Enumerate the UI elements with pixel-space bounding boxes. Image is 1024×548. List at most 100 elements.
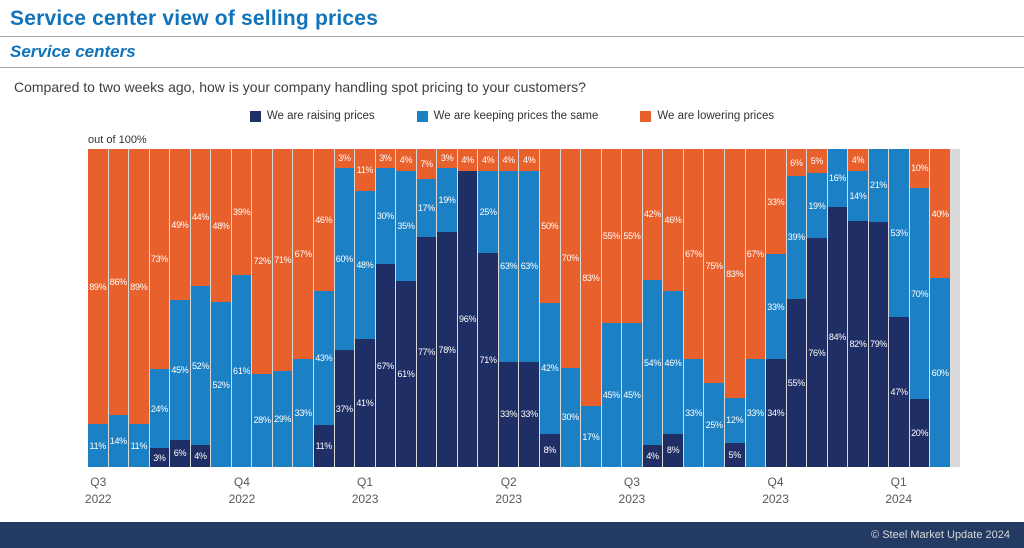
stacked-bar[interactable]: 29% 71% [272,149,293,467]
stacked-bar[interactable]: 11% 89% [129,149,149,467]
bar-segment[interactable]: 60% [930,278,950,467]
bar-segment[interactable]: 30% [375,167,396,265]
bar-segment[interactable]: 46% [663,291,683,434]
stacked-bar[interactable]: 4% 54% 42% [642,149,663,467]
bar-segment[interactable]: 61% [231,275,252,467]
bar-segment[interactable]: 33% [745,358,766,467]
bar-segment[interactable]: 83% [581,149,601,407]
stacked-bar[interactable]: 84% 16% [827,149,848,467]
stacked-bar[interactable]: 14% 86% [108,149,129,467]
bar-segment[interactable]: 4% [457,149,478,171]
bar-segment[interactable]: 35% [396,170,416,282]
bar-segment[interactable]: 34% [766,359,786,467]
stacked-bar[interactable]: 79% 21% [868,149,889,467]
stacked-bar[interactable]: 11% 89% [88,149,108,467]
stacked-bar[interactable]: 6% 45% 49% [170,149,190,467]
bar-segment[interactable]: 70% [909,187,930,400]
bar-segment[interactable]: 4% [642,445,663,467]
bar-segment[interactable]: 76% [807,238,827,467]
bar-segment[interactable]: 33% [293,358,314,467]
bar-segment[interactable]: 4% [190,445,211,467]
bar-segment[interactable]: 96% [457,170,478,467]
bar-segment[interactable]: 6% [170,439,190,467]
stacked-bar[interactable]: 4% 52% 44% [190,149,211,467]
bar-segment[interactable]: 79% [868,221,889,467]
stacked-bar[interactable]: 28% 72% [252,149,272,467]
stacked-bar[interactable]: 45% 55% [622,149,642,467]
bar-segment[interactable]: 11% [88,424,108,467]
stacked-bar[interactable]: 61% 35% 4% [396,149,416,467]
bar-segment[interactable]: 8% [663,433,683,467]
bar-segment[interactable]: 48% [355,190,375,339]
stacked-bar[interactable]: 33% 63% 4% [498,149,519,467]
bar-segment[interactable]: 14% [108,415,129,467]
legend-item[interactable]: We are lowering prices [640,110,774,122]
bar-segment[interactable]: 61% [396,281,416,467]
bar-segment[interactable]: 70% [560,149,581,368]
stacked-bar[interactable]: 33% 67% [683,149,704,467]
bar-segment[interactable]: 71% [478,252,498,467]
bar-segment[interactable]: 50% [540,149,560,303]
bar-segment[interactable]: 67% [375,264,396,467]
bar-segment[interactable]: 84% [827,206,848,467]
stacked-bar[interactable]: 33% 67% [293,149,314,467]
bar-segment[interactable]: 67% [293,149,314,359]
stacked-bar[interactable]: 17% 83% [581,149,601,467]
bar-segment[interactable]: 8% [540,433,560,467]
bar-segment[interactable]: 63% [519,170,540,362]
bar-segment[interactable]: 5% [807,149,827,174]
bar-segment[interactable]: 33% [683,358,704,467]
bar-segment[interactable]: 5% [724,442,745,467]
bar-segment[interactable]: 20% [909,399,930,467]
bar-segment[interactable]: 33% [519,361,540,467]
bar-segment[interactable]: 6% [786,149,807,177]
bar-segment[interactable]: 77% [416,237,437,467]
bar-segment[interactable]: 14% [848,170,868,221]
bar-segment[interactable]: 43% [314,291,334,426]
bar-segment[interactable]: 37% [334,350,355,467]
bar-segment[interactable]: 30% [560,367,581,467]
stacked-bar[interactable]: 61% 39% [231,149,252,467]
stacked-bar[interactable]: 5% 12% 83% [724,148,745,467]
stacked-bar[interactable]: 60% 40% [930,149,950,467]
bar-segment[interactable]: 4% [498,149,519,171]
bar-segment[interactable]: 46% [663,148,683,292]
stacked-bar[interactable]: 11% 43% 46% [314,148,334,467]
bar-segment[interactable]: 52% [190,285,211,446]
bar-segment[interactable]: 4% [848,149,868,171]
bar-segment[interactable]: 54% [642,279,663,446]
stacked-bar[interactable]: 47% 53% [889,149,909,467]
bar-segment[interactable]: 24% [149,369,170,449]
bar-segment[interactable]: 72% [252,149,272,374]
bar-segment[interactable]: 4% [478,149,498,171]
bar-segment[interactable]: 46% [314,148,334,292]
stacked-bar[interactable]: 82% 14% 4% [848,149,868,467]
bar-segment[interactable]: 44% [190,149,211,286]
bar-segment[interactable]: 17% [416,178,437,238]
stacked-bar[interactable]: 76% 19% 5% [807,149,827,467]
stacked-bar[interactable]: 45% 55% [601,149,622,467]
stacked-bar[interactable]: 33% 67% [745,149,766,467]
stacked-bar[interactable]: 78% 19% 3% [437,149,457,467]
bar-segment[interactable]: 33% [498,361,519,467]
bar-segment[interactable]: 67% [683,149,704,359]
bar-segment[interactable]: 39% [786,176,807,299]
bar-segment[interactable]: 3% [375,149,396,168]
stacked-bar[interactable]: 77% 17% 7% [416,149,437,467]
bar-segment[interactable]: 48% [211,149,231,303]
stacked-bar[interactable]: 67% 30% 3% [375,149,396,467]
bar-segment[interactable]: 53% [889,149,909,317]
bar-segment[interactable]: 73% [149,149,170,370]
bar-segment[interactable]: 19% [807,173,827,239]
stacked-bar[interactable]: 30% 70% [560,149,581,467]
stacked-bar[interactable]: 20% 70% 10% [909,149,930,467]
bar-segment[interactable]: 71% [272,149,293,371]
bar-segment[interactable]: 39% [231,149,252,276]
bar-segment[interactable]: 45% [170,300,190,440]
bar-segment[interactable]: 89% [88,149,108,425]
bar-segment[interactable]: 78% [437,232,457,467]
bar-segment[interactable]: 19% [437,167,457,233]
stacked-bar[interactable]: 8% 42% 50% [540,149,560,467]
legend-item[interactable]: We are raising prices [249,110,375,122]
bar-segment[interactable]: 25% [478,170,498,253]
